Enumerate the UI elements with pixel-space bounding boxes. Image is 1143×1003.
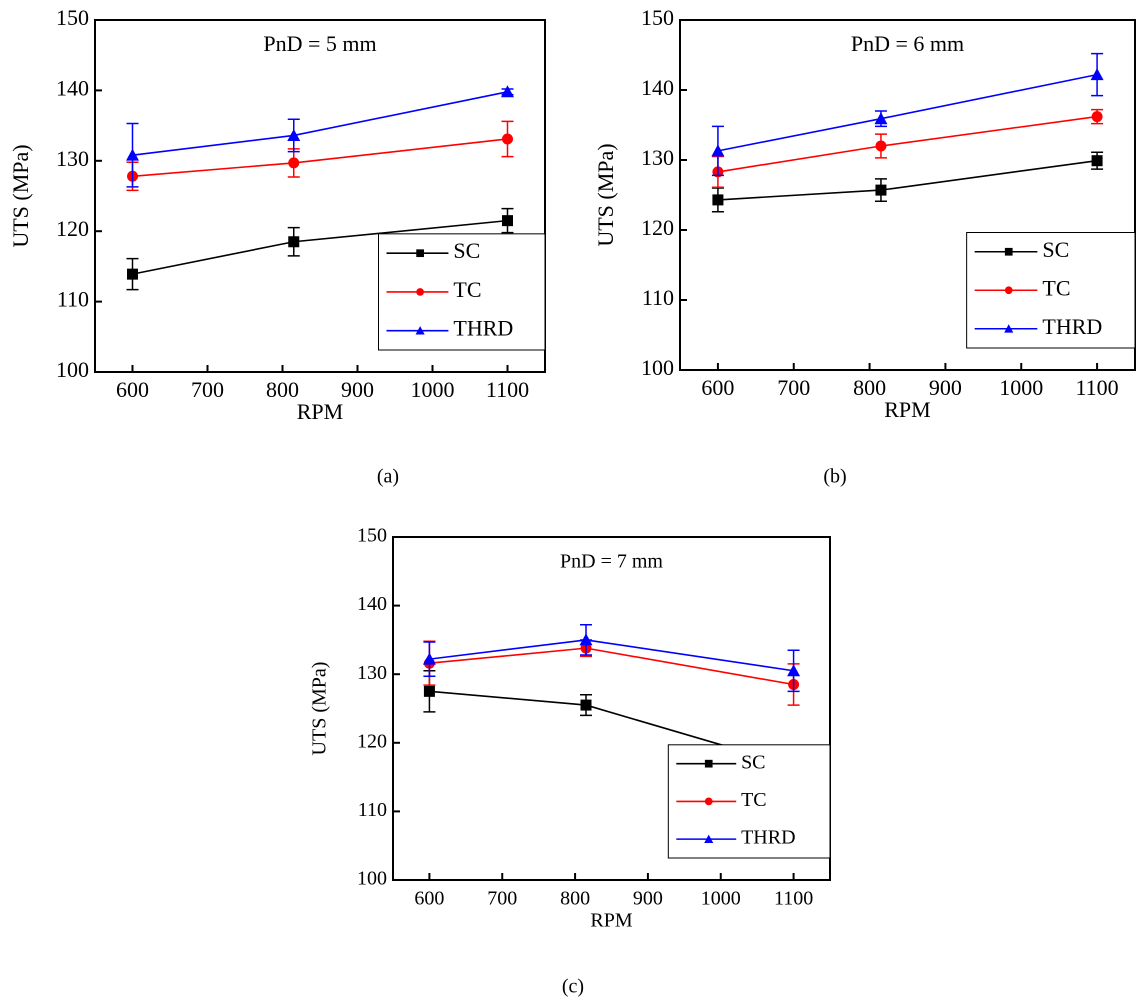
x-tick-label: 800 — [266, 377, 299, 402]
marker — [1091, 111, 1103, 123]
marker — [704, 797, 713, 806]
legend-label: SC — [453, 238, 480, 263]
marker — [416, 249, 424, 258]
caption: (b) — [823, 466, 846, 488]
x-axis-label: RPM — [297, 399, 343, 424]
y-tick-label: 110 — [642, 285, 674, 310]
x-tick-label: 700 — [777, 375, 810, 400]
marker — [1004, 247, 1013, 256]
legend-label: TC — [1042, 275, 1070, 300]
marker — [874, 112, 888, 125]
marker — [127, 268, 138, 280]
x-tick-label: 1000 — [999, 375, 1043, 400]
y-axis-label: UTS (MPa) — [309, 662, 331, 756]
chart: 100 110 120 130 140 150 600 700 800 900 1000 1100 RP… — [309, 525, 831, 998]
marker — [288, 236, 300, 248]
legend-label: THRD — [741, 827, 795, 849]
y-tick-label: 130 — [641, 145, 674, 170]
y-tick-label: 130 — [56, 146, 89, 171]
x-tick-label: 600 — [701, 375, 734, 400]
marker — [502, 133, 513, 145]
y-tick-label: 110 — [358, 799, 387, 821]
marker — [416, 288, 424, 296]
marker — [1004, 324, 1014, 333]
legend-label: THRD — [453, 316, 513, 341]
marker — [415, 326, 425, 335]
marker — [704, 759, 713, 768]
marker — [579, 633, 593, 646]
x-tick-label: 700 — [487, 888, 517, 910]
marker — [502, 215, 513, 227]
y-tick-label: 140 — [357, 593, 387, 615]
marker — [875, 140, 887, 152]
marker — [787, 664, 801, 677]
chart-title: PnD = 6 mm — [851, 31, 964, 56]
marker — [704, 834, 714, 843]
marker — [580, 699, 592, 711]
caption: (c) — [562, 976, 584, 998]
y-tick-label: 100 — [56, 357, 89, 382]
marker — [875, 184, 887, 196]
marker — [712, 194, 724, 206]
x-tick-label: 600 — [116, 377, 149, 402]
x-tick-label: 800 — [560, 888, 590, 910]
x-tick-label: 1100 — [486, 377, 529, 402]
y-tick-label: 110 — [57, 287, 89, 312]
y-tick-label: 150 — [357, 525, 387, 547]
x-tick-label: 800 — [853, 375, 886, 400]
x-tick-label: 1100 — [1075, 375, 1118, 400]
x-axis-label: RPM — [884, 397, 930, 422]
y-tick-label: 120 — [56, 216, 89, 241]
legend-label: TC — [453, 277, 481, 302]
marker — [1090, 68, 1104, 81]
legend-label: SC — [1042, 237, 1069, 262]
chart-title: PnD = 5 mm — [263, 31, 376, 56]
x-tick-label: 1000 — [411, 377, 455, 402]
marker — [711, 144, 725, 157]
caption: (a) — [377, 466, 399, 488]
y-tick-label: 130 — [357, 662, 387, 684]
y-tick-label: 150 — [56, 5, 89, 30]
legend-label: THRD — [1042, 314, 1102, 339]
marker — [288, 157, 300, 169]
x-tick-label: 1000 — [701, 888, 741, 910]
legend-label: TC — [741, 789, 767, 811]
marker — [422, 652, 436, 665]
x-tick-label: 900 — [341, 377, 374, 402]
legend-label: SC — [741, 751, 765, 773]
chart-title: PnD = 7 mm — [560, 551, 663, 573]
y-tick-label: 120 — [357, 730, 387, 752]
x-tick-label: 900 — [633, 888, 663, 910]
marker — [501, 85, 514, 98]
chart: 100 110 120 130 140 150 600 700 800 900 1000 1100 RP… — [593, 5, 1136, 488]
x-tick-label: 700 — [191, 377, 224, 402]
y-axis-label: UTS (MPa) — [8, 144, 33, 247]
x-tick-label: 1100 — [774, 888, 813, 910]
y-tick-label: 140 — [641, 75, 674, 100]
y-tick-label: 120 — [641, 215, 674, 240]
marker — [287, 128, 301, 141]
x-tick-label: 600 — [414, 888, 444, 910]
marker — [1091, 155, 1103, 167]
x-axis-label: RPM — [590, 910, 632, 932]
chart: 100 110 120 130 140 150 600 700 800 900 1000 1100 RP… — [8, 5, 546, 488]
marker — [1004, 286, 1013, 295]
marker — [126, 148, 139, 161]
y-tick-label: 150 — [641, 5, 674, 30]
y-tick-label: 100 — [357, 868, 387, 890]
y-tick-label: 140 — [56, 75, 89, 100]
marker — [423, 685, 435, 697]
y-axis-label: UTS (MPa) — [593, 143, 618, 246]
y-tick-label: 100 — [641, 355, 674, 380]
x-tick-label: 900 — [929, 375, 962, 400]
